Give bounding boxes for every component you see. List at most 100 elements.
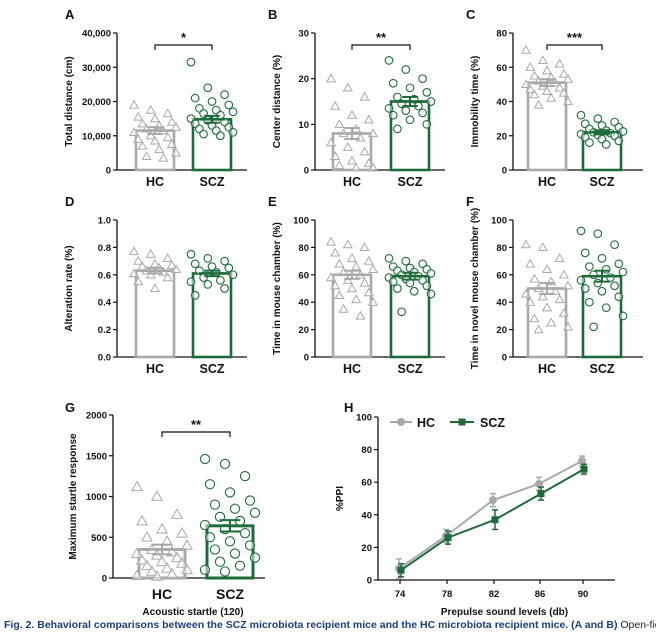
panel-c-point-hc	[541, 86, 553, 95]
panel-f-point-hc	[546, 317, 557, 327]
panel-a-point-hc	[166, 139, 177, 148]
panel-e-point-scz	[426, 289, 436, 299]
panel-f-point-scz	[606, 273, 615, 282]
panel-c-label: C	[466, 7, 476, 22]
panel-e-ytick-label: 60	[298, 270, 309, 281]
panel-a-point-hc	[133, 133, 144, 143]
panel-e-point-scz	[422, 281, 432, 291]
panel-f-point-scz	[614, 259, 624, 269]
panel-c-point-hc	[520, 79, 532, 89]
panel-e-point-scz	[397, 307, 406, 317]
panel-a-sig-bracket	[154, 44, 213, 50]
panel-h-xtick-label: 86	[535, 589, 546, 600]
panel-d-point-scz	[203, 280, 213, 289]
panel-f-point-hc	[529, 313, 540, 323]
panel-g-point-scz	[214, 556, 226, 567]
panel-c-point-hc	[558, 68, 569, 78]
figure: A 0 10,000 20,000 30,000 40,000 Total distance…	[64, 7, 643, 618]
panel-g-point-hc	[135, 553, 149, 565]
panel-a-point-scz	[224, 100, 234, 110]
panel-e-point-hc	[342, 239, 353, 249]
panel-a-ytick-label: 20,000	[82, 97, 111, 108]
panel-g-point-hc	[170, 508, 184, 519]
panel-f-label: F	[466, 194, 474, 209]
panel-f-ytick-label: 60	[496, 270, 507, 281]
panel-d-point-scz	[186, 249, 196, 259]
panel-e-ytick-label: 0	[304, 353, 309, 364]
panel-b-point-hc	[355, 132, 366, 142]
panel-b-point-scz	[401, 65, 411, 74]
panel-a-point-hc	[154, 144, 165, 154]
caption-ref-a: A	[574, 619, 582, 631]
panel-d-point-hc	[133, 276, 144, 286]
panel-b-ytick-label: 20	[298, 74, 309, 85]
panel-b-point-hc	[359, 146, 370, 156]
panel-f-point-scz	[601, 264, 611, 274]
panel-f-xlabel-scz: SCZ	[590, 362, 615, 376]
panel-c-point-hc	[520, 44, 532, 54]
panel-b-point-hc	[363, 114, 374, 124]
panel-g-point-scz	[229, 503, 241, 514]
panel-h-ytick-label: 40	[361, 510, 372, 521]
panel-d-point-scz	[220, 256, 229, 266]
panel-d-ytick-label: 0.8	[98, 243, 111, 254]
panel-d-point-hc	[149, 283, 161, 293]
panel-a-point-hc	[149, 113, 161, 123]
panel-a-point-hc	[162, 108, 173, 118]
panel-b-point-hc	[334, 160, 345, 170]
panel-h-ylabel: %PPI	[335, 486, 346, 511]
panel-g-ytick-label: 0	[102, 574, 107, 585]
panel-h-legend-marker-hc	[397, 418, 405, 426]
panel-d-point-scz	[186, 277, 196, 287]
panel-d-ytick-label: 0.4	[98, 298, 112, 309]
panel-d-point-scz	[216, 275, 225, 285]
panel-b-point-hc	[346, 155, 358, 165]
panel-f-point-scz	[589, 322, 598, 332]
figure-caption: Fig. 2. Behavioral comparisons between t…	[4, 619, 656, 635]
panel-g-point-scz	[199, 453, 211, 465]
panel-f-point-scz	[585, 262, 594, 271]
panel-g-ytick-label: 1000	[86, 492, 107, 503]
panel-c-point-hc	[537, 55, 548, 65]
panel-d-point-scz	[190, 291, 200, 300]
panel-e: E 0 20 40 60 80 100 Time in mouse chamber (%) HC…	[268, 194, 445, 376]
panel-a-ylabel: Total distance (cm)	[64, 56, 75, 146]
panel-g-point-scz	[219, 458, 231, 470]
panel-b-point-scz	[401, 106, 411, 115]
panel-c-point-hc	[525, 62, 536, 71]
panel-d-point-scz	[224, 263, 234, 273]
panel-c-ytick-label: 60	[496, 63, 507, 74]
panel-f-point-hc	[520, 288, 532, 298]
panel-c-ytick-label: 80	[496, 29, 507, 40]
panel-h-ytick-label: 100	[356, 413, 372, 424]
panel-g-point-scz	[209, 499, 221, 510]
panel-a-point-scz	[199, 129, 208, 139]
panel-c-xlabel-hc: HC	[538, 175, 556, 189]
panel-f-point-scz	[576, 275, 586, 285]
panel-f-point-scz	[610, 240, 619, 250]
panel-b-point-scz	[418, 74, 427, 84]
panel-g-point-hc	[155, 522, 169, 534]
panel-a-point-scz	[190, 93, 200, 103]
panel-g-point-hc	[165, 567, 179, 579]
panel-f-point-hc	[525, 258, 536, 268]
panel-g-point-scz	[219, 566, 231, 577]
panel-a-point-scz	[220, 90, 229, 99]
panel-c-point-hc	[529, 70, 540, 80]
panel-h: H 0 20 40 60 80 100 74 78 82 86 90 %PPI Prepulse soun…	[335, 400, 615, 618]
panel-h-label: H	[344, 400, 353, 415]
panel-e-point-hc	[346, 253, 358, 263]
panel-f-point-hc	[550, 286, 561, 295]
panel-a-point-scz	[186, 57, 196, 67]
panel-h-ytick-label: 60	[361, 478, 372, 489]
panel-d-point-scz	[211, 267, 221, 277]
panel-g-point-hc	[175, 526, 189, 538]
panel-b-ytick-label: 0	[304, 166, 309, 177]
panel-f-point-scz	[614, 292, 624, 302]
panel-a-point-hc	[141, 151, 152, 160]
panel-f-point-hc	[562, 321, 574, 331]
panel-c-ytick-label: 40	[496, 97, 507, 108]
panel-b: B 0 10 20 30 Center distance (%) HC SCZ **	[268, 7, 445, 189]
panel-g-point-hc	[135, 514, 149, 526]
panel-g-point-scz	[209, 544, 221, 555]
